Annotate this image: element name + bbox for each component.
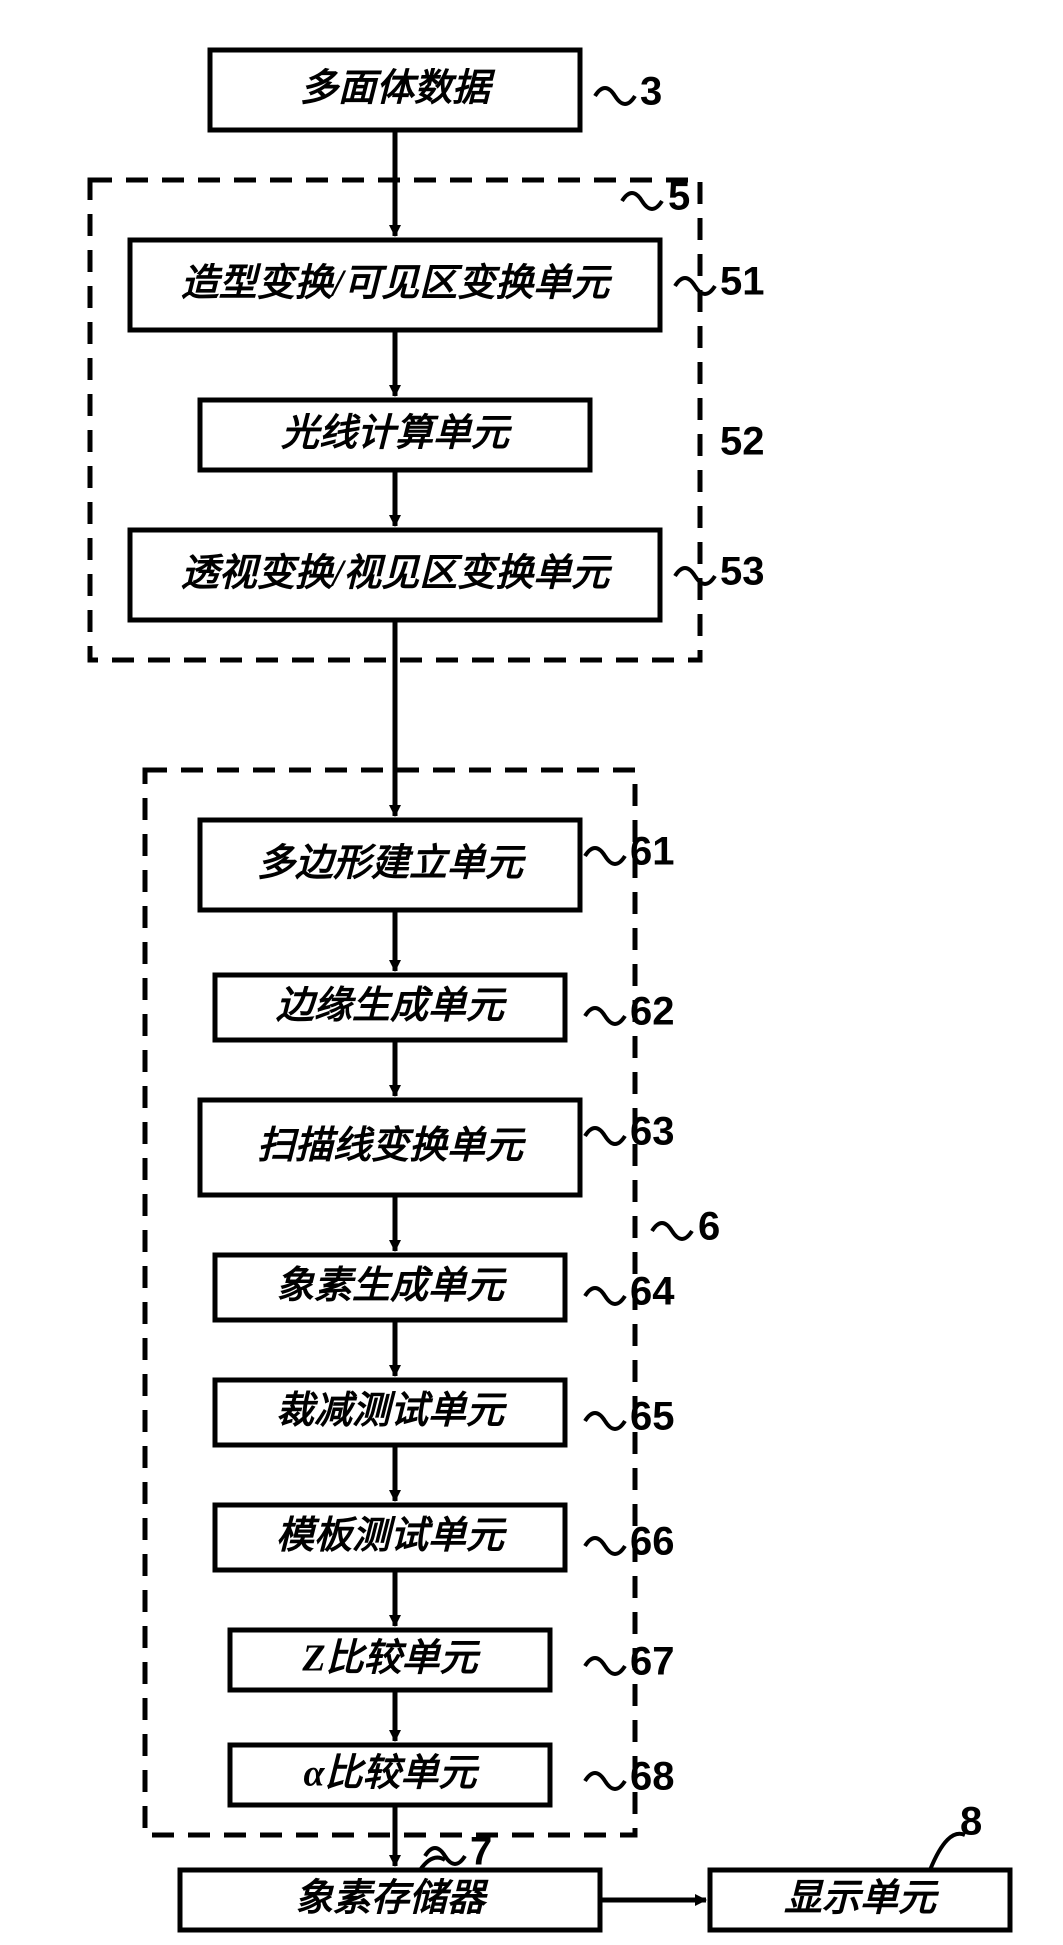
node-label-n62: 边缘生成单元	[276, 985, 508, 1027]
node-tag-n64: 64	[630, 1270, 675, 1314]
node-label-n8: 显示单元	[784, 1878, 940, 1920]
node-tag-n62: 62	[630, 990, 675, 1034]
tilde-icon	[595, 88, 635, 104]
group-label-g5: 5	[668, 175, 690, 219]
node-tag-n65: 65	[630, 1395, 675, 1439]
node-tag-n67: 67	[630, 1640, 675, 1684]
tilde-icon	[675, 568, 715, 584]
node-tag-n3: 3	[640, 70, 662, 114]
node-tag-n66: 66	[630, 1520, 675, 1564]
group-label-g6: 6	[698, 1205, 720, 1249]
tilde-icon	[585, 1128, 625, 1144]
node-tag-n51: 51	[720, 260, 765, 304]
node-label-n63: 扫描线变换单元	[257, 1125, 527, 1167]
tilde-icon	[585, 1413, 625, 1429]
node-tag-n53: 53	[720, 550, 765, 594]
node-label-n65: 裁减测试单元	[276, 1390, 508, 1432]
tilde-icon	[585, 1288, 625, 1304]
node-tag-n52: 52	[720, 420, 765, 464]
tilde-icon	[585, 1538, 625, 1554]
node-tag-n61: 61	[630, 830, 675, 874]
node-tag-n8: 8	[960, 1800, 982, 1844]
node-tag-n7: 7	[470, 1830, 492, 1874]
tilde-icon	[585, 1008, 625, 1024]
node-label-n66: 模板测试单元	[276, 1515, 508, 1557]
node-label-n67: Z比较单元	[301, 1638, 481, 1680]
tilde-icon	[425, 1848, 465, 1864]
tilde-icon	[622, 193, 662, 209]
node-label-n52: 光线计算单元	[281, 413, 513, 455]
node-label-n3: 多面体数据	[300, 68, 496, 110]
node-label-n51: 造型变换/可见区变换单元	[181, 263, 614, 305]
tilde-icon	[585, 1773, 625, 1789]
node-tag-n68: 68	[630, 1755, 675, 1799]
node-tag-n63: 63	[630, 1110, 675, 1154]
node-label-n68: α比较单元	[303, 1753, 480, 1795]
tilde-icon	[585, 1658, 625, 1674]
node-label-n64: 象素生成单元	[276, 1265, 508, 1307]
tilde-icon	[585, 848, 625, 864]
tilde-icon	[675, 278, 715, 294]
node-label-n53: 透视变换/视见区变换单元	[181, 553, 614, 595]
node-label-n7: 象素存储器	[295, 1878, 489, 1920]
tilde-icon	[652, 1223, 692, 1239]
node-label-n61: 多边形建立单元	[257, 843, 527, 885]
